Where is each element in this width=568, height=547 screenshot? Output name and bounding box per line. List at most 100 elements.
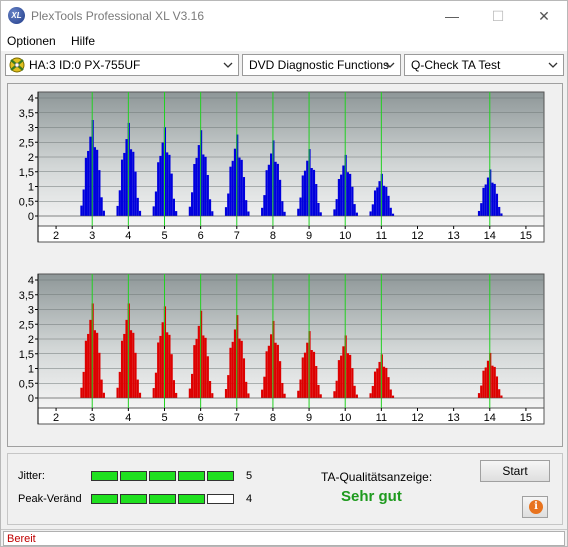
x-tick-label: 11: [376, 412, 387, 424]
bar: [263, 376, 266, 398]
bar: [278, 179, 282, 216]
y-tick-label: 2: [28, 152, 34, 164]
bar: [159, 155, 162, 216]
plot-area: [37, 91, 545, 227]
bar: [208, 199, 212, 216]
bar: [233, 329, 237, 398]
bar: [202, 335, 205, 398]
menu-hilfe[interactable]: Hilfe: [71, 34, 96, 48]
bar: [342, 165, 345, 216]
bar: [270, 334, 273, 398]
peak-meter-segment: [91, 494, 118, 504]
bar: [482, 370, 485, 398]
bar: [312, 351, 316, 398]
bar: [240, 159, 243, 216]
bar: [337, 178, 341, 216]
bar: [188, 388, 191, 398]
jitter-meter-segment: [207, 471, 234, 481]
maximize-button[interactable]: ☐: [491, 8, 505, 24]
bar: [138, 210, 142, 216]
bar: [159, 335, 162, 398]
function-select-value: DVD Diagnostic Functions: [249, 58, 390, 72]
bar: [123, 333, 126, 398]
bar: [123, 152, 126, 216]
bar: [204, 337, 207, 398]
bar: [116, 205, 119, 216]
bar: [175, 392, 178, 398]
bar: [486, 177, 490, 216]
bar: [229, 347, 232, 398]
bar: [385, 186, 388, 216]
x-tick-label: 9: [306, 412, 312, 424]
plot-area: [37, 273, 545, 409]
x-tick-label: 10: [339, 412, 351, 424]
bar: [315, 184, 318, 216]
bar: [136, 197, 139, 216]
y-tick-label: 3: [28, 123, 34, 135]
bar: [278, 361, 282, 398]
bar: [166, 152, 169, 216]
bar: [161, 322, 164, 398]
x-tick-label: 11: [376, 230, 387, 242]
bar: [371, 385, 374, 398]
y-tick-label: 1,5: [19, 167, 34, 179]
bar: [389, 389, 392, 398]
bar: [491, 182, 494, 216]
bar: [265, 351, 268, 398]
bar: [382, 185, 386, 216]
bar: [138, 392, 142, 398]
x-tick-label: 4: [125, 412, 131, 424]
minimize-button[interactable]: —: [445, 8, 459, 24]
menu-optionen[interactable]: Optionen: [7, 34, 56, 48]
bar: [245, 200, 248, 216]
bar: [118, 371, 121, 398]
bar: [491, 365, 494, 398]
y-tick-label: 0: [28, 393, 34, 405]
bar: [340, 174, 343, 216]
peak-meter-segment: [149, 494, 176, 504]
y-tick-label: 3,5: [19, 108, 34, 120]
app-logo-icon: XL: [8, 7, 25, 24]
bar: [283, 211, 286, 216]
function-select[interactable]: DVD Diagnostic Functions: [242, 54, 401, 76]
bar: [312, 169, 316, 216]
bar: [486, 360, 490, 398]
bar: [378, 361, 381, 398]
bar: [154, 191, 158, 216]
y-tick-label: 3,5: [19, 290, 34, 302]
x-tick-label: 15: [520, 230, 532, 242]
start-button[interactable]: Start: [480, 460, 550, 482]
test-select[interactable]: Q-Check TA Test: [404, 54, 564, 76]
bar: [369, 393, 372, 398]
info-button[interactable]: i: [522, 496, 548, 518]
peak-value: 4: [246, 493, 253, 505]
bar: [310, 350, 313, 398]
bar: [261, 389, 264, 398]
y-tick-label: 2: [28, 334, 34, 346]
x-tick-label: 8: [270, 230, 276, 242]
bar: [120, 159, 124, 216]
peak-meter-segment: [207, 494, 234, 504]
bar: [349, 354, 352, 398]
close-button[interactable]: ✕: [538, 8, 550, 24]
bar: [191, 192, 194, 216]
bar: [87, 150, 90, 216]
bar: [319, 394, 322, 398]
bar: [297, 390, 300, 398]
jitter-meter-segment: [149, 471, 176, 481]
bar: [267, 164, 270, 216]
bar: [102, 392, 105, 398]
bar: [333, 391, 336, 398]
bar: [242, 177, 246, 216]
bar: [261, 207, 264, 216]
bar: [82, 189, 85, 216]
x-tick-label: 14: [484, 412, 496, 424]
bar: [238, 157, 241, 216]
drive-select[interactable]: HA:3 ID:0 PX-755UF: [5, 54, 239, 76]
bar: [208, 380, 212, 398]
jitter-label: Jitter:: [18, 470, 45, 482]
bar: [281, 201, 284, 216]
bar: [353, 385, 356, 398]
bar: [129, 149, 133, 216]
bar: [100, 379, 103, 398]
